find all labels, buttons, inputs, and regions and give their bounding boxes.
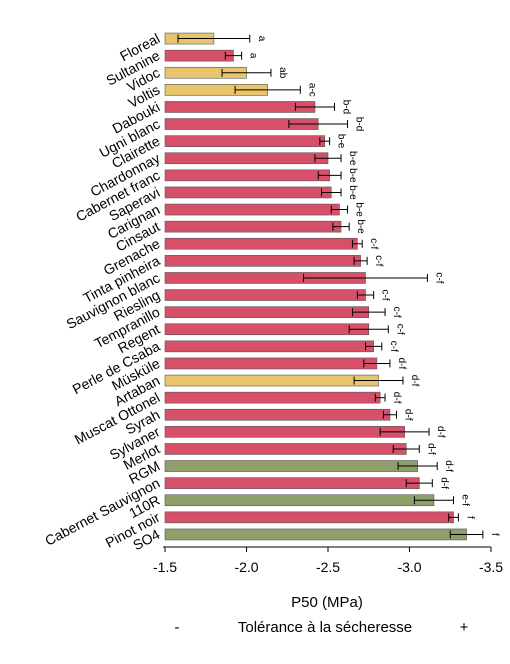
significance-label: c-f [368,238,379,249]
significance-label: a-c [306,83,317,97]
significance-label: a [256,36,267,42]
bar [164,494,435,507]
x-tick-label: -3.5 [479,559,503,575]
legend-text: Tolérance à la sécheresse [238,619,412,636]
bar [164,477,420,489]
bar [164,357,378,370]
significance-label: c-f [394,324,405,335]
x-tick-label: -2.5 [316,559,340,575]
significance-label: c-f [388,341,399,352]
significance-label: d-f [438,477,449,489]
significance-label: d-f [425,443,436,455]
bar [164,101,316,113]
significance-labels-group: aaaba-cb-db-db-eb-eb-eb-eb-eb-ec-fc-fc-f… [248,36,500,536]
significance-label: c-f [373,255,384,266]
bar [164,152,329,165]
x-tick-label: -2.0 [234,559,258,575]
x-axis-label: P50 (MPa) [291,594,363,611]
significance-label: d-f [443,460,454,472]
bar [164,255,361,267]
significance-label: c-f [380,289,391,300]
bar [164,323,370,336]
significance-label: b-e [347,168,358,183]
x-ticks-group: -1.5 -2.0 -2.5 -3.0 -3.5 [153,547,503,575]
bar [164,237,358,250]
bar [164,186,332,199]
bar [164,220,342,233]
significance-label: e-f [460,494,471,506]
bar [164,460,418,472]
legend-plus: + [460,619,469,636]
bar [164,443,407,455]
bar [164,169,330,182]
bar [164,528,467,541]
significance-label: a [248,53,259,59]
significance-label: d-f [402,409,413,421]
x-tick-label: -3.0 [397,559,421,575]
bar [164,426,405,438]
significance-label: b-e [354,202,365,217]
bar [164,203,340,216]
bar [164,135,326,147]
significance-label: b-e [355,219,366,234]
significance-label: ab [277,67,288,79]
significance-label: d-f [409,375,420,387]
significance-label: c-f [433,272,444,283]
error-bars-group [177,34,484,539]
bar [164,408,391,421]
significance-label: b-d [354,117,365,131]
legend-minus: - [175,619,180,636]
bar [164,289,366,301]
bar [164,340,374,353]
significance-label: b-e [347,185,358,200]
bar [164,306,370,318]
significance-label: f [489,533,500,536]
significance-label: b-e [347,151,358,166]
x-tick-label: -1.5 [153,559,177,575]
bar [164,511,454,524]
bars-group [164,32,467,541]
significance-label: c-f [391,307,402,318]
bar [164,49,234,62]
significance-label: d-f [435,426,446,438]
bar [164,391,381,404]
bar [164,374,379,387]
significance-label: d-f [391,392,402,404]
significance-label: b-e [336,134,347,149]
significance-label: b-d [341,100,352,114]
significance-label: d-f [396,358,407,370]
significance-label: f [464,516,475,519]
